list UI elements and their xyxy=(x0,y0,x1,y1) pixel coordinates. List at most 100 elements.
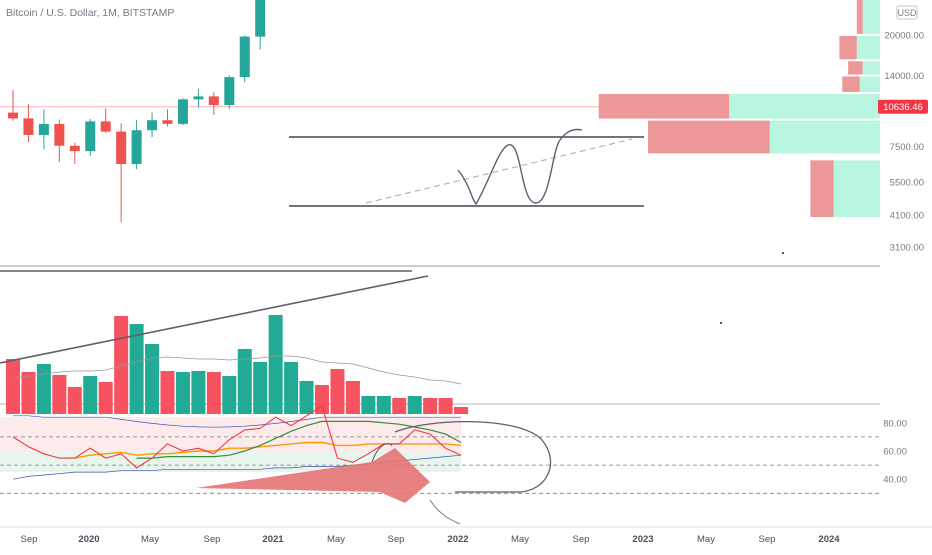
candle-body xyxy=(116,131,127,164)
volume-bar xyxy=(237,349,252,414)
volume-profile-sell-bar xyxy=(839,35,857,60)
volume-bar xyxy=(98,382,113,414)
volume-bar xyxy=(345,381,360,414)
oscillator-ellipse-drawing xyxy=(394,421,552,493)
candle-body xyxy=(224,77,235,106)
osc-axis-label: 80.00 xyxy=(883,418,907,429)
candle-body xyxy=(23,118,34,135)
volume-bar xyxy=(21,372,36,414)
volume-profile-buy-bar xyxy=(862,61,880,75)
osc-axis-label: 60.00 xyxy=(883,447,907,458)
time-axis-label: 2024 xyxy=(818,534,840,545)
marker-dot xyxy=(782,252,784,254)
volume-profile-sell-bar xyxy=(810,160,834,217)
arrow-annotation xyxy=(196,448,430,503)
volume-bar xyxy=(191,371,206,414)
volume-bar xyxy=(376,396,391,414)
currency-badge-frame xyxy=(896,5,918,20)
volume-bar xyxy=(175,372,190,414)
time-axis-label: May xyxy=(511,534,529,545)
candle-body xyxy=(85,121,96,152)
price-axis-label: 5500.00 xyxy=(890,177,924,188)
price-axis-label: 14000.00 xyxy=(884,71,924,82)
volume-bar xyxy=(330,369,345,414)
time-axis-label: 2023 xyxy=(632,534,653,545)
poc-price-label: 10636.46 xyxy=(883,102,923,113)
volume-bar xyxy=(407,396,422,414)
projected-path-drawing xyxy=(457,128,583,206)
volume-profile-sell-bar xyxy=(848,61,863,75)
volume-bar xyxy=(206,372,221,414)
candle-body xyxy=(208,96,219,106)
marker-dot xyxy=(720,322,722,324)
volume-bar xyxy=(253,362,268,414)
volume-bar xyxy=(299,381,314,414)
time-axis-label: 2020 xyxy=(78,534,99,545)
volume-bar xyxy=(315,385,329,414)
volume-profile-buy-bar xyxy=(833,160,880,217)
volume-profile-buy-bar xyxy=(856,35,880,60)
candle-body xyxy=(177,99,188,124)
time-axis-label: Sep xyxy=(388,534,405,545)
price-axis-label: 20000.00 xyxy=(884,30,924,41)
chart-title: Bitcoin / U.S. Dollar, 1M, BITSTAMP xyxy=(6,7,175,19)
volume-bar xyxy=(67,387,82,414)
osc-upper-band xyxy=(13,415,462,428)
trend-line-rising xyxy=(0,275,429,364)
candle-body xyxy=(193,96,204,100)
volume-bar xyxy=(114,316,129,414)
arrow-curl-drawing xyxy=(371,443,393,463)
time-axis-label: Sep xyxy=(759,534,776,545)
candle-body xyxy=(255,0,266,37)
volume-bar xyxy=(6,359,20,414)
candle-body xyxy=(8,112,18,119)
time-axis-label: May xyxy=(327,534,345,545)
candle-body xyxy=(100,121,111,132)
volume-bar xyxy=(284,362,299,414)
candle-body xyxy=(147,120,158,131)
time-axis-label: Sep xyxy=(573,534,590,545)
candle-body xyxy=(69,145,80,152)
time-axis-label: Sep xyxy=(21,534,38,545)
osc-slow-line xyxy=(136,420,462,459)
volume-profile-buy-bar xyxy=(729,94,880,119)
candle-body xyxy=(131,130,142,164)
volume-profile-buy-bar xyxy=(862,0,880,34)
projection-dashed-line xyxy=(365,138,633,204)
volume-bar xyxy=(145,344,160,414)
candle-body xyxy=(38,123,49,135)
time-axis-label: 2021 xyxy=(262,534,284,545)
oscillator-tail-drawing xyxy=(429,499,461,525)
volume-bar xyxy=(438,398,453,414)
volume-bar xyxy=(83,376,98,414)
volume-profile-sell-bar xyxy=(856,0,863,34)
osc-axis-label: 40.00 xyxy=(883,475,907,486)
candle-body xyxy=(162,120,173,124)
time-axis-label: 2022 xyxy=(447,534,468,545)
time-axis-label: May xyxy=(697,534,715,545)
volume-bar xyxy=(222,376,237,414)
candle-body xyxy=(54,123,65,146)
time-axis-label: Sep xyxy=(204,534,221,545)
price-axis-label: 7500.00 xyxy=(890,142,924,153)
candle-body xyxy=(239,36,250,78)
volume-ma-line xyxy=(12,355,462,385)
volume-bar xyxy=(392,398,407,414)
volume-profile-sell-bar xyxy=(598,94,730,119)
price-axis-label: 4100.00 xyxy=(890,211,924,222)
time-axis-label: May xyxy=(141,534,159,545)
volume-bar xyxy=(423,398,438,414)
price-axis-label: 3100.00 xyxy=(890,242,924,253)
currency-badge: USD xyxy=(897,8,917,18)
volume-bar xyxy=(268,315,283,414)
volume-profile-buy-bar xyxy=(859,76,880,93)
poc-price-tag xyxy=(878,99,928,114)
volume-bar xyxy=(454,407,469,414)
volume-profile-buy-bar xyxy=(769,120,880,154)
volume-profile-sell-bar xyxy=(648,120,770,154)
volume-bar xyxy=(52,375,67,414)
volume-bar xyxy=(361,396,376,414)
volume-bar xyxy=(36,364,51,414)
